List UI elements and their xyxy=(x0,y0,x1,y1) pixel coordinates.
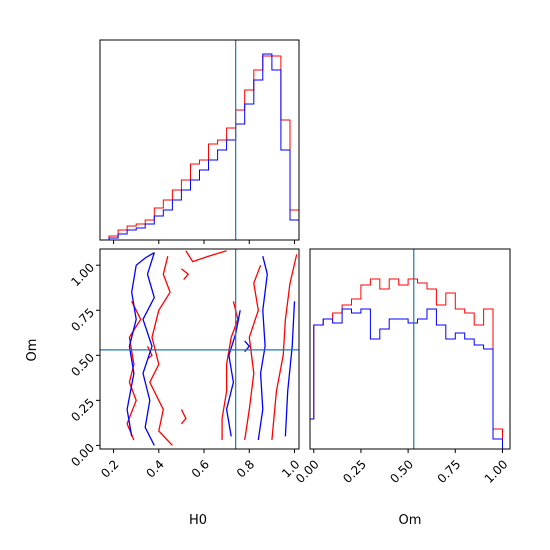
contour-lines xyxy=(126,250,298,446)
histogram-series-1 xyxy=(100,53,299,241)
y-axis-label-om: Om xyxy=(25,339,40,362)
x-tick-label: 0.8 xyxy=(234,457,257,480)
y-tick-label: 0.00 xyxy=(68,441,97,470)
contour-line-s1-2 xyxy=(135,252,155,266)
y-tick-label: 0.25 xyxy=(68,396,97,425)
panel-frame xyxy=(99,39,300,241)
histogram-series-1 xyxy=(310,308,510,450)
contour-line-s0-6 xyxy=(180,268,190,281)
x-tick-label: 0.4 xyxy=(143,457,166,480)
contour-line-s1-5 xyxy=(284,301,296,437)
contour-line-s1-1 xyxy=(126,265,137,437)
contour-line-s0-2 xyxy=(185,250,227,263)
contour-line-s1-4 xyxy=(257,256,268,441)
x-tick-label: 0.75 xyxy=(435,457,464,486)
contour-line-s0-5 xyxy=(271,254,298,441)
y-tick-label: 0.50 xyxy=(68,350,97,379)
y-tick-label: 0.75 xyxy=(68,305,97,334)
panel-frame xyxy=(309,248,511,450)
x-tick-label: 0.50 xyxy=(387,457,416,486)
om-histogram-panel: 0.00 0.25 0.50 0.75 1.00 xyxy=(293,248,511,486)
h0-om-contour-panel: 0.2 0.4 0.6 0.8 1.00.000.250.500.751.00 xyxy=(68,248,303,481)
contour-line-s1-3 xyxy=(225,310,241,437)
histogram-series-0 xyxy=(100,55,299,241)
x-tick-label: 0.6 xyxy=(189,457,212,480)
h0-histogram-panel xyxy=(99,39,300,244)
histogram-series-0 xyxy=(310,278,510,450)
contour-line-s1-0 xyxy=(142,252,155,446)
x-axis-label-om: Om xyxy=(399,513,422,528)
panel-frame xyxy=(99,248,300,450)
x-tick-label: 0.00 xyxy=(293,457,322,486)
y-tick-label: 1.00 xyxy=(68,260,97,289)
contour-line-s0-8 xyxy=(180,409,187,425)
x-axis-label-h0: H0 xyxy=(189,513,207,528)
x-tick-label: 0.2 xyxy=(98,457,121,480)
contour-line-s0-4 xyxy=(244,264,262,441)
x-tick-label: 0.25 xyxy=(340,457,369,486)
x-tick-label: 1.00 xyxy=(482,457,511,486)
contour-line-s0-0 xyxy=(149,256,173,446)
contour-line-s0-7 xyxy=(146,346,153,360)
